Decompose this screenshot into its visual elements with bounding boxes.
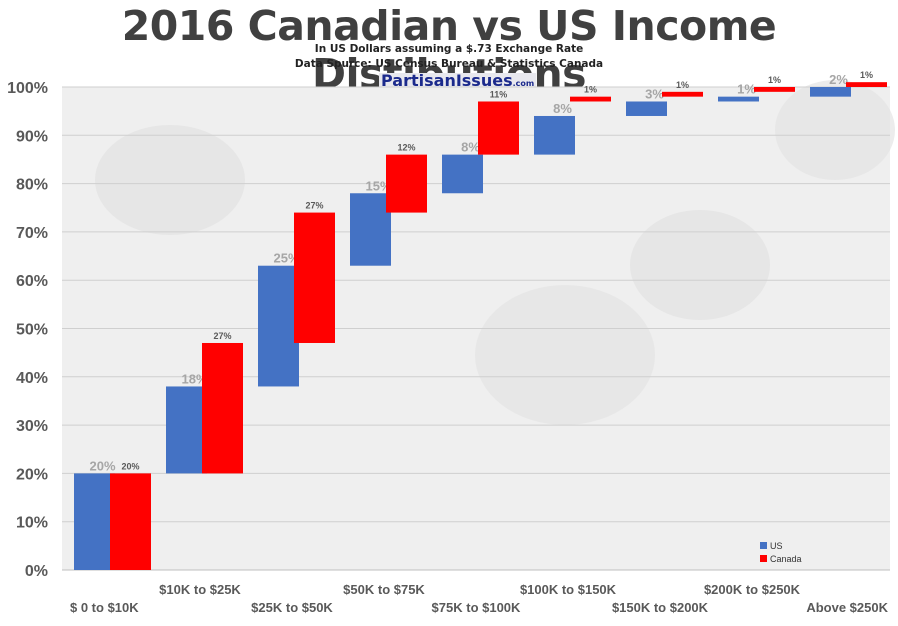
x-tick-label: $ 0 to $10K (70, 600, 139, 615)
x-tick-label: $75K to $100K (432, 600, 521, 615)
bar-canada (662, 91, 703, 97)
data-label-us: 1% (737, 82, 756, 97)
bar-us (626, 101, 667, 116)
data-label-us: 2% (829, 72, 848, 87)
bar-us (442, 154, 483, 194)
data-label-us: 25% (273, 251, 299, 266)
bar-canada (478, 101, 519, 155)
y-tick-label: 30% (16, 418, 48, 435)
x-tick-label: $50K to $75K (343, 582, 425, 597)
logo-text: PartisanIssues (381, 71, 513, 90)
y-tick-label: 0% (25, 563, 48, 580)
bar-us (166, 386, 207, 474)
y-tick-label: 70% (16, 225, 48, 242)
data-label-canada: 1% (860, 70, 873, 80)
bar-us (810, 87, 851, 97)
y-tick-label: 40% (16, 370, 48, 387)
bar-canada (110, 473, 151, 570)
background-coin-shape (95, 125, 245, 235)
data-label-canada: 1% (584, 85, 597, 95)
legend-swatch-canada (760, 555, 767, 562)
chart-subtitle-exchange: In US Dollars assuming a $.73 Exchange R… (314, 43, 584, 55)
chart-subtitle-source: Data Spurce: US Census Bureau & Statisti… (294, 58, 604, 70)
y-tick-label: 50% (16, 322, 48, 339)
data-label-canada: 1% (676, 80, 689, 90)
bar-us (534, 115, 575, 155)
x-tick-label: Above $250K (806, 600, 888, 615)
bar-canada (846, 82, 887, 87)
y-tick-label: 80% (16, 177, 48, 194)
legend-label-us: US (770, 541, 783, 551)
bar-us (718, 96, 759, 102)
y-tick-label: 100% (7, 80, 48, 97)
data-label-canada: 11% (490, 89, 508, 99)
logo-suffix: .com (512, 79, 535, 88)
data-label-us: 18% (181, 371, 207, 386)
y-tick-label: 90% (16, 128, 48, 145)
data-label-us: 15% (365, 178, 391, 193)
y-tick-label: 60% (16, 273, 48, 290)
data-label-us: 8% (553, 101, 572, 116)
bar-us (258, 265, 299, 387)
x-tick-label: $25K to $50K (251, 600, 333, 615)
y-tick-label: 20% (16, 466, 48, 483)
bar-canada (754, 87, 795, 92)
legend-swatch-us (760, 542, 767, 549)
legend-label-canada: Canada (770, 554, 802, 564)
bar-us (74, 473, 115, 570)
background-coin-shape (475, 285, 655, 425)
background-coin-shape (630, 210, 770, 320)
data-label-canada: 27% (305, 201, 323, 211)
background-coin-shape (775, 80, 895, 180)
bar-canada (386, 154, 427, 213)
data-label-us: 20% (89, 458, 115, 473)
data-label-canada: 12% (397, 143, 415, 153)
bar-canada (570, 96, 611, 102)
x-tick-label: $200K to $250K (704, 582, 801, 597)
bar-canada (294, 212, 335, 343)
bar-canada (202, 342, 243, 474)
data-label-canada: 1% (768, 75, 781, 85)
bar-us (350, 193, 391, 266)
x-tick-label: $100K to $150K (520, 582, 617, 597)
x-tick-label: $150K to $200K (612, 600, 709, 615)
y-tick-label: 10% (16, 515, 48, 532)
data-label-us: 8% (461, 140, 480, 155)
x-tick-label: $10K to $25K (159, 582, 241, 597)
data-label-us: 3% (645, 86, 664, 101)
data-label-canada: 20% (121, 461, 139, 471)
data-label-canada: 27% (213, 331, 231, 341)
